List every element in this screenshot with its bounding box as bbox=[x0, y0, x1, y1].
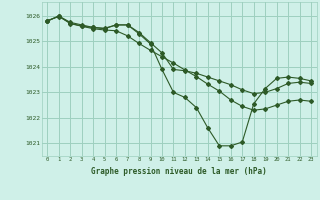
X-axis label: Graphe pression niveau de la mer (hPa): Graphe pression niveau de la mer (hPa) bbox=[91, 167, 267, 176]
